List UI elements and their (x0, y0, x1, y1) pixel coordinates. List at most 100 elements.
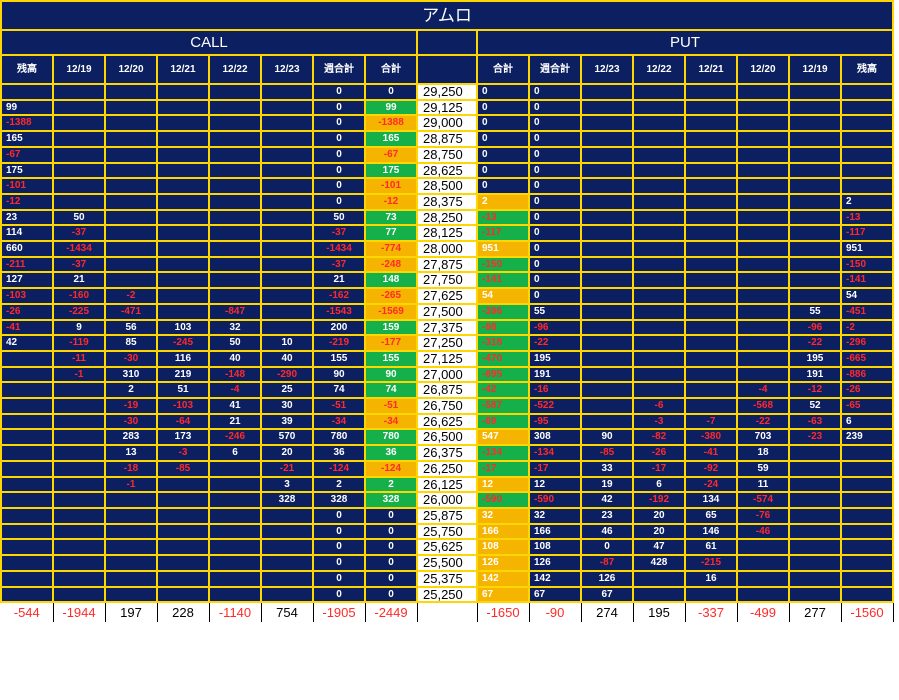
put-cell[interactable] (788, 224, 842, 243)
put-cell[interactable]: 0 (528, 208, 582, 227)
put-cell[interactable]: -65 (840, 397, 894, 415)
call-cell[interactable]: 0 (364, 507, 418, 525)
call-cell[interactable]: -211 (0, 255, 54, 274)
strike-price-cell[interactable]: 26,125 (416, 475, 478, 494)
put-cell[interactable]: 2 (476, 192, 530, 211)
strike-price-cell[interactable]: 27,625 (416, 287, 478, 305)
call-cell[interactable]: -34 (364, 412, 418, 431)
call-cell[interactable]: 3 (260, 475, 314, 494)
put-cell[interactable] (736, 318, 790, 337)
call-cell[interactable]: 0 (312, 114, 366, 133)
put-cell[interactable] (684, 397, 738, 415)
put-cell[interactable]: 951 (840, 240, 894, 258)
put-cell[interactable]: 52 (788, 397, 842, 415)
call-cell[interactable] (104, 271, 158, 290)
put-cell[interactable] (840, 585, 894, 604)
put-cell[interactable]: -13 (476, 208, 530, 227)
put-cell[interactable]: 0 (528, 224, 582, 243)
put-cell[interactable]: -3 (632, 412, 686, 431)
put-cell[interactable] (736, 554, 790, 572)
put-cell[interactable]: 142 (476, 569, 530, 588)
call-cell[interactable]: -3 (156, 444, 210, 462)
call-cell[interactable]: -248 (364, 255, 418, 274)
put-cell[interactable] (736, 365, 790, 384)
call-cell[interactable]: 36 (312, 444, 366, 462)
call-cell[interactable]: -2 (104, 287, 158, 305)
call-cell[interactable] (104, 507, 158, 525)
call-cell[interactable]: 127 (0, 271, 54, 290)
put-cell[interactable]: -590 (476, 491, 530, 509)
call-cell[interactable]: 73 (364, 208, 418, 227)
put-cell[interactable] (580, 381, 634, 400)
put-cell[interactable]: -12 (788, 381, 842, 400)
call-cell[interactable] (104, 145, 158, 164)
call-cell[interactable] (260, 240, 314, 258)
put-cell[interactable] (788, 444, 842, 462)
call-cell[interactable] (0, 569, 54, 588)
put-cell[interactable]: 0 (528, 130, 582, 148)
put-cell[interactable]: 146 (684, 522, 738, 541)
call-cell[interactable]: 219 (156, 365, 210, 384)
put-cell[interactable]: 126 (476, 554, 530, 572)
put-cell[interactable]: 0 (580, 538, 634, 557)
put-cell[interactable] (632, 98, 686, 117)
call-cell[interactable] (208, 192, 262, 211)
put-cell[interactable] (580, 83, 634, 101)
put-cell[interactable]: 65 (684, 507, 738, 525)
call-cell[interactable]: -265 (364, 287, 418, 305)
call-cell[interactable]: 74 (364, 381, 418, 400)
put-cell[interactable] (788, 192, 842, 211)
put-cell[interactable]: -4 (736, 381, 790, 400)
put-cell[interactable] (684, 271, 738, 290)
call-cell[interactable] (104, 208, 158, 227)
strike-price-cell[interactable]: 27,375 (416, 318, 478, 337)
put-cell[interactable]: -89 (476, 412, 530, 431)
call-cell[interactable] (156, 177, 210, 195)
call-cell[interactable] (104, 192, 158, 211)
call-cell[interactable] (52, 554, 106, 572)
call-cell[interactable] (156, 161, 210, 180)
put-cell[interactable] (840, 554, 894, 572)
put-cell[interactable]: -134 (476, 444, 530, 462)
call-cell[interactable]: 77 (364, 224, 418, 243)
call-cell[interactable] (156, 98, 210, 117)
call-cell[interactable] (52, 114, 106, 133)
call-cell[interactable] (260, 255, 314, 274)
put-cell[interactable] (632, 83, 686, 101)
put-cell[interactable]: 308 (528, 428, 582, 447)
put-cell[interactable]: 20 (632, 522, 686, 541)
call-cell[interactable]: 42 (0, 334, 54, 352)
call-cell[interactable] (156, 522, 210, 541)
put-cell[interactable] (840, 475, 894, 494)
call-cell[interactable] (156, 585, 210, 604)
call-cell[interactable]: -119 (52, 334, 106, 352)
strike-price-cell[interactable]: 27,750 (416, 271, 478, 290)
call-cell[interactable] (52, 83, 106, 101)
put-cell[interactable] (580, 161, 634, 180)
call-cell[interactable] (156, 569, 210, 588)
call-cell[interactable] (0, 444, 54, 462)
put-cell[interactable]: 47 (632, 538, 686, 557)
call-cell[interactable]: -124 (364, 459, 418, 478)
put-cell[interactable]: -568 (736, 397, 790, 415)
put-cell[interactable] (684, 365, 738, 384)
call-cell[interactable] (260, 161, 314, 180)
put-cell[interactable]: -318 (476, 334, 530, 352)
call-cell[interactable] (0, 538, 54, 557)
put-cell[interactable] (580, 365, 634, 384)
put-cell[interactable]: 67 (580, 585, 634, 604)
call-cell[interactable] (208, 114, 262, 133)
call-cell[interactable] (52, 98, 106, 117)
put-cell[interactable]: 0 (528, 177, 582, 195)
call-cell[interactable] (156, 475, 210, 494)
call-cell[interactable]: 175 (364, 161, 418, 180)
put-cell[interactable]: 108 (528, 538, 582, 557)
put-cell[interactable]: -98 (476, 318, 530, 337)
put-cell[interactable] (632, 318, 686, 337)
call-cell[interactable]: 39 (260, 412, 314, 431)
put-cell[interactable]: -17 (528, 459, 582, 478)
call-cell[interactable] (156, 83, 210, 101)
call-cell[interactable] (260, 302, 314, 321)
call-cell[interactable]: 0 (312, 554, 366, 572)
call-cell[interactable]: 103 (156, 318, 210, 337)
